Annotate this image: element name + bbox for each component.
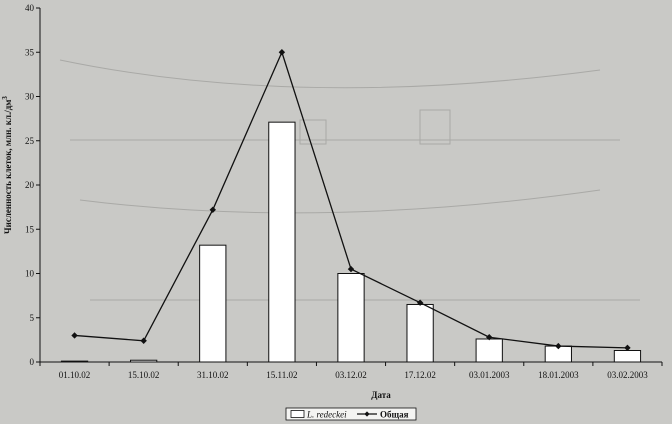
x-tick-label: 03.12.02 [335, 370, 367, 380]
y-axis-title: Численность клеток, млн. кл./дм3 [1, 96, 13, 234]
bar [475, 338, 503, 363]
bar [199, 244, 227, 363]
legend-label-l-redeckei: L. redeckei [306, 410, 347, 420]
x-axis-ticks: 01.10.02 15.10.02 31.10.02 15.11.02 03.12.02… [39, 362, 663, 380]
y-axis-title-sup: 3 [1, 96, 9, 100]
bar [337, 273, 365, 363]
legend-swatch-total-marker [364, 411, 370, 417]
y-axis-ticks: 0 5 10 15 20 25 30 35 40 [25, 3, 40, 367]
x-tick-label: 01.10.02 [59, 370, 91, 380]
y-tick-label: 0 [30, 357, 35, 367]
x-tick-label: 18.01.2003 [538, 370, 579, 380]
x-tick-label: 03.02.2003 [607, 370, 648, 380]
x-axis-title: Дата [371, 390, 391, 400]
line-series-total [71, 49, 631, 352]
line-point [416, 299, 424, 306]
x-tick-label: 15.11.02 [266, 370, 297, 380]
legend-box [285, 407, 417, 421]
y-tick-label: 40 [25, 3, 35, 13]
bar [60, 360, 89, 363]
bar-series-l-redeckei [60, 121, 642, 363]
y-tick-label: 30 [25, 92, 35, 102]
legend-label-total: Общая [380, 410, 409, 420]
x-tick-label: 31.10.02 [197, 370, 229, 380]
line-point [140, 337, 147, 344]
x-tick-label: 17.12.02 [404, 370, 436, 380]
line-point [209, 206, 216, 213]
y-tick-label: 10 [25, 269, 35, 279]
y-tick-label: 5 [30, 313, 35, 323]
legend: L. redeckei Общая [285, 407, 417, 421]
x-tick-label: 03.01.2003 [469, 370, 510, 380]
y-tick-label: 20 [25, 180, 35, 190]
y-tick-label: 25 [25, 136, 35, 146]
plot-area: 0 5 10 15 20 25 30 35 40 01.10.02 15.10.02 31.10.0… [25, 3, 663, 380]
line-point [624, 344, 631, 352]
bar [613, 349, 642, 363]
bar [268, 121, 296, 363]
x-tick-label: 15.10.02 [128, 370, 160, 380]
bar [130, 359, 158, 363]
y-tick-label: 35 [25, 47, 35, 57]
line-point [486, 334, 493, 341]
line-point [555, 342, 562, 350]
y-tick-label: 15 [25, 224, 35, 234]
legend-swatch-l-redeckei [290, 410, 305, 418]
line-point [71, 332, 78, 339]
y-axis-title-text: Численность клеток, млн. кл./дм [3, 100, 13, 234]
line-point [347, 265, 355, 273]
bar [406, 303, 434, 363]
line-point [278, 49, 286, 56]
